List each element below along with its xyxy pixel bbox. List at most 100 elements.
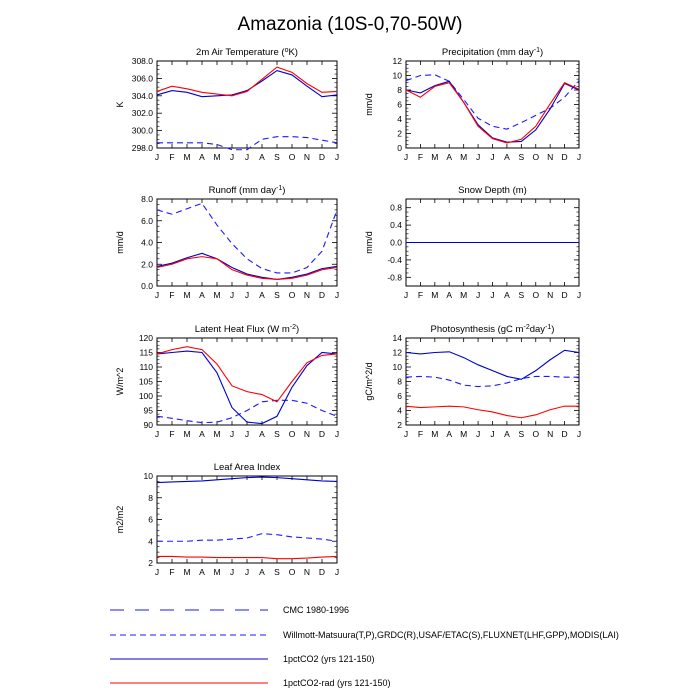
chart-title-superscript: o [285, 47, 289, 54]
chart-panel: 2m Air Temperature (oK) K 298.0 300.0 302.0 3… [115, 47, 339, 162]
x-tick-label: M [460, 152, 467, 162]
x-tick-label: A [199, 567, 205, 577]
y-tick-label: 306.0 [132, 73, 154, 83]
y-tick-label: 4.0 [141, 238, 153, 248]
y-tick-label: 0 [397, 143, 402, 153]
series-line [156, 252, 338, 281]
chart-title-superscript: -2 [290, 324, 296, 331]
x-tick-label: J [490, 429, 494, 439]
legend: CMC 1980-1996 Willmott-Matsuura(T,P),GRDC… [110, 605, 619, 688]
x-tick-label: M [213, 152, 220, 162]
x-tick-label: N [304, 152, 310, 162]
chart-title-text: ) [282, 185, 285, 196]
y-tick-label: 110 [139, 362, 153, 372]
y-tick-label: 0.0 [390, 238, 402, 248]
y-tick-label: 8 [397, 377, 402, 387]
legend-label: 1pctCO2 (yrs 121-150) [283, 654, 375, 664]
chart-title-text: Snow Depth (m) [458, 185, 527, 196]
x-tick-label: J [335, 567, 339, 577]
x-tick-label: S [274, 152, 280, 162]
y-tick-label: 2.0 [141, 259, 153, 269]
series-line [156, 202, 338, 274]
page-title: Amazonia (10S-0,70-50W) [238, 14, 463, 35]
x-tick-label: F [169, 152, 174, 162]
y-tick-label: 0.8 [390, 203, 402, 213]
chart-title: Precipitation (mm day-1) [442, 47, 543, 58]
x-tick-label: O [532, 429, 539, 439]
x-tick-label: J [230, 290, 234, 300]
chart-title: Leaf Area Index [214, 462, 281, 473]
x-tick-label: N [304, 567, 310, 577]
series-line [156, 256, 338, 281]
series-line [405, 82, 580, 144]
series-line [405, 375, 579, 388]
y-tick-label: 2 [148, 558, 153, 568]
x-tick-label: O [289, 567, 296, 577]
x-tick-label: M [431, 290, 438, 300]
chart-title-superscript: -1 [545, 324, 551, 331]
x-tick-label: D [319, 152, 325, 162]
x-tick-label: F [418, 152, 423, 162]
legend-label: Willmott-Matsuura(T,P),GRDC(R),USAF/ETAC… [283, 630, 619, 640]
series-line [405, 74, 580, 130]
series-line [156, 350, 338, 425]
x-tick-label: A [504, 429, 510, 439]
x-tick-label: O [289, 152, 296, 162]
y-tick-label: 304.0 [132, 91, 154, 101]
x-tick-label: N [547, 290, 553, 300]
y-axis-label: K [115, 101, 125, 107]
x-tick-label: D [562, 429, 568, 439]
x-tick-label: A [199, 152, 205, 162]
chart-title-text: Runoff (mm day [209, 185, 277, 196]
chart-title: 2m Air Temperature (oK) [196, 47, 298, 58]
series-line [157, 136, 338, 151]
y-tick-label: 4 [397, 406, 402, 416]
chart-title-text: K) [288, 47, 298, 58]
chart-title-text: Precipitation (mm day [442, 47, 534, 58]
chart-panel: Snow Depth (m)mm/d-0.8-0.40.00.40.8J F M A M… [364, 185, 581, 300]
x-tick-label: J [245, 290, 249, 300]
x-tick-label: J [155, 290, 159, 300]
x-tick-label: J [335, 152, 339, 162]
x-tick-label: F [169, 567, 174, 577]
series-line [156, 69, 338, 98]
x-tick-label: N [304, 429, 310, 439]
legend-label: 1pctCO2-rad (yrs 121-150) [283, 678, 391, 688]
x-tick-label: A [199, 429, 205, 439]
y-axis-label: gC/m^2/d [364, 362, 374, 400]
y-tick-label: 2 [397, 420, 402, 430]
x-tick-label: S [274, 290, 280, 300]
y-tick-label: 105 [139, 377, 153, 387]
chart-title: Runoff (mm day-1) [209, 185, 286, 196]
x-tick-label: J [335, 429, 339, 439]
x-tick-label: M [460, 290, 467, 300]
x-tick-label: J [404, 429, 408, 439]
chart-panel: Runoff (mm day-1)mm/d0.02.04.06.08.0J F M A… [115, 185, 339, 300]
plot-frame [156, 60, 338, 149]
chart-title-text: Latent Heat Flux (W m [195, 324, 290, 335]
y-tick-label: 298.0 [132, 143, 154, 153]
x-tick-label: N [547, 152, 553, 162]
x-tick-label: J [245, 429, 249, 439]
chart-panel: Photosynthesis (gC m-2day-1) gC/m^2/d 2 4 6 8… [364, 324, 581, 439]
x-tick-label: M [183, 429, 190, 439]
x-tick-label: N [547, 429, 553, 439]
series-line [156, 399, 338, 424]
chart-title-text: Photosynthesis (gC m [431, 324, 524, 335]
x-tick-label: M [460, 429, 467, 439]
x-tick-label: S [518, 152, 524, 162]
x-tick-label: J [230, 567, 234, 577]
x-tick-label: D [562, 290, 568, 300]
y-tick-label: 6.0 [141, 216, 153, 226]
y-tick-label: 10 [144, 471, 154, 481]
y-tick-label: 120 [139, 333, 153, 343]
x-tick-label: S [518, 429, 524, 439]
series-line [405, 405, 579, 419]
x-tick-label: J [490, 152, 494, 162]
chart-title: Photosynthesis (gC m-2day-1) [431, 324, 555, 335]
x-tick-label: M [213, 429, 220, 439]
x-tick-label: A [446, 152, 452, 162]
x-tick-label: F [169, 290, 174, 300]
